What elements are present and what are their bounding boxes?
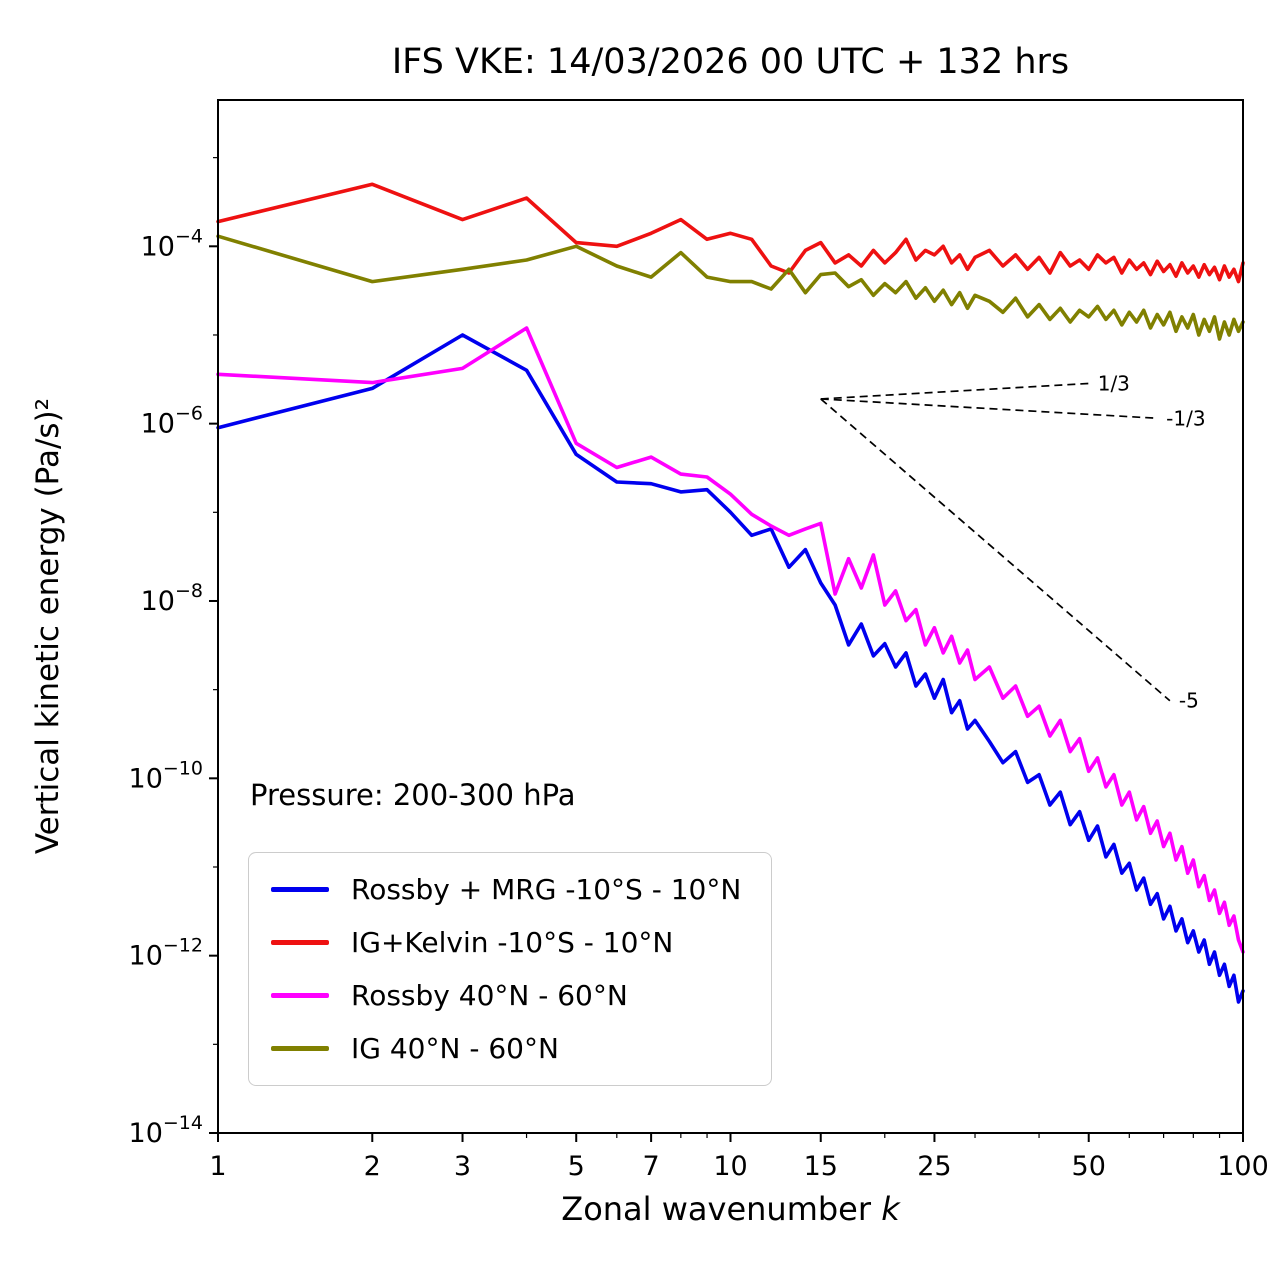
x-tick-label: 100 (1217, 1151, 1269, 1182)
slope-guide-line (820, 398, 1158, 420)
legend-item-0: Rossby + MRG -10°S - 10°N (271, 873, 741, 906)
legend-label-2: Rossby 40°N - 60°N (351, 979, 628, 1012)
legend-swatch-2 (271, 993, 329, 998)
legend-swatch-3 (271, 1046, 329, 1051)
x-tick-label: 2 (364, 1151, 381, 1182)
x-tick-label: 10 (713, 1151, 747, 1182)
slope-guide-line (820, 398, 1171, 702)
legend-label-0: Rossby + MRG -10°S - 10°N (351, 873, 742, 906)
slope-guide-line (820, 382, 1089, 400)
legend-item-2: Rossby 40°N - 60°N (271, 979, 741, 1012)
x-tick-label: 1 (209, 1151, 226, 1182)
chart-title: IFS VKE: 14/03/2026 00 UTC + 132 hrs (391, 42, 1070, 82)
x-ticks: 1 2 3 5 7 10 15 25 50 100 (209, 1133, 1269, 1182)
series-line-0 (216, 333, 1245, 1004)
pressure-annotation: Pressure: 200-300 hPa (250, 778, 576, 812)
slope-guides: 1/3 -1/3 -5 (820, 371, 1206, 713)
x-axis-label-text: Zonal wavenumber (561, 1190, 882, 1228)
y-tick-label: 10−10 (129, 757, 203, 794)
y-tick-label: 10−14 (129, 1112, 203, 1149)
y-axis-label: Vertical kinetic energy (Pa/s)² (30, 397, 66, 855)
y-tick-label: 10−6 (141, 403, 203, 440)
series-lines (216, 182, 1245, 1004)
legend-item-3: IG 40°N - 60°N (271, 1032, 741, 1065)
x-axis-label: Zonal wavenumber k (218, 1190, 1243, 1228)
x-axis-label-variable: k (881, 1190, 900, 1228)
legend-swatch-1 (271, 940, 329, 945)
x-tick-label: 5 (568, 1151, 585, 1182)
x-tick-label: 50 (1072, 1151, 1106, 1182)
series-line-1 (216, 182, 1245, 284)
slope-guide-label: -5 (1179, 689, 1199, 713)
x-tick-label: 3 (454, 1151, 471, 1182)
y-tick-label: 10−8 (141, 580, 203, 617)
y-ticks: 10−14 10−12 10−10 10−8 10−6 10−4 (129, 157, 218, 1149)
series-line-3 (216, 234, 1245, 341)
legend-label-3: IG 40°N - 60°N (351, 1032, 559, 1065)
legend-swatch-0 (271, 887, 329, 892)
y-tick-label: 10−4 (141, 225, 203, 262)
series-line-2 (216, 326, 1245, 954)
x-tick-label: 7 (643, 1151, 660, 1182)
slope-guide-label: -1/3 (1166, 406, 1205, 430)
x-tick-label: 25 (917, 1151, 951, 1182)
x-tick-label: 15 (804, 1151, 838, 1182)
y-tick-label: 10−12 (129, 935, 203, 972)
legend: Rossby + MRG -10°S - 10°N IG+Kelvin -10°S… (248, 852, 773, 1086)
legend-item-1: IG+Kelvin -10°S - 10°N (271, 926, 741, 959)
legend-label-1: IG+Kelvin -10°S - 10°N (351, 926, 674, 959)
slope-guide-label: 1/3 (1098, 371, 1130, 395)
